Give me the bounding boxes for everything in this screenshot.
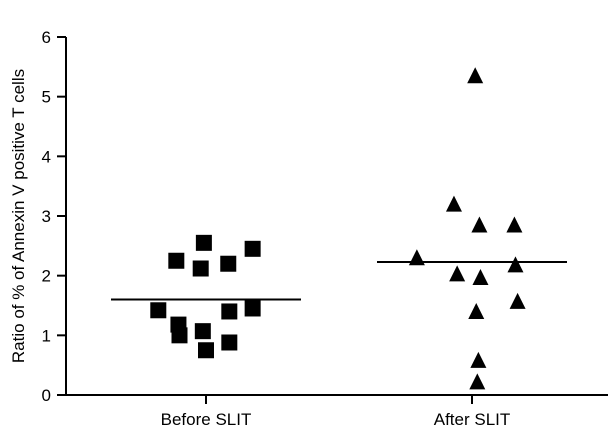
data-point-square [220,255,237,272]
data-point-triangle [449,265,466,282]
x-category-label: Before SLIT [161,410,252,429]
data-point-triangle [445,195,462,212]
y-tick-label: 5 [42,88,51,107]
data-point-triangle [472,268,489,285]
data-point-triangle [467,67,484,84]
y-tick-label: 6 [42,28,51,47]
y-tick-label: 2 [42,267,51,286]
data-point-triangle [507,256,524,273]
axes: 0 1 2 3 4 5 6 Before SLIT After SLIT [42,28,608,429]
data-point-square [244,300,261,317]
y-tick-label: 1 [42,326,51,345]
data-point-square [221,303,238,320]
data-point-square [192,260,209,277]
data-point-square [195,234,212,251]
y-axis-title: Ratio of % of Annexin V positive T cells [9,69,28,363]
data-point-square [198,342,214,359]
y-tick-label: 0 [42,386,51,405]
data-point-square [244,240,261,257]
data-point-square [221,334,238,351]
x-category-label: After SLIT [434,410,511,429]
data-point-triangle [468,302,485,319]
data-point-triangle [469,373,486,390]
data-point-triangle [506,216,523,233]
y-tick-label: 3 [42,207,51,226]
data-point-square [194,323,211,340]
mean-lines [111,260,567,301]
data-point-triangle [471,216,488,233]
data-point-triangle [509,292,526,309]
data-point-square [150,302,167,319]
data-point-square [168,252,185,269]
data-point-square [171,327,188,344]
y-tick-label: 4 [42,147,51,166]
data-marks [150,67,526,390]
data-point-triangle [470,351,487,368]
